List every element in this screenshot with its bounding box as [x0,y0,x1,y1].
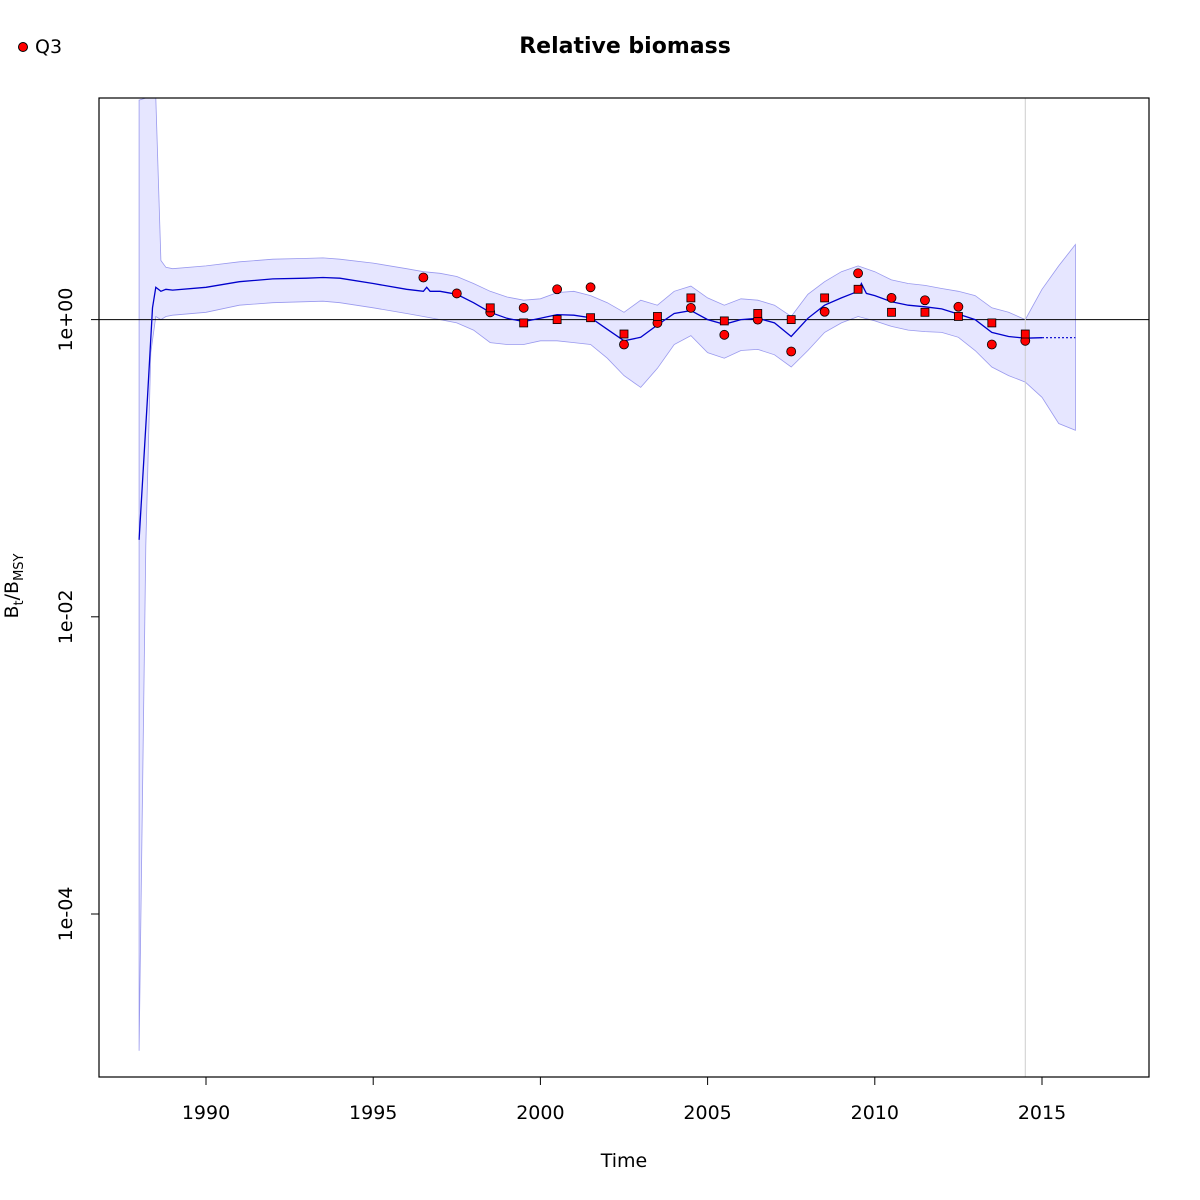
data-point-circle [953,301,964,312]
data-point-square [485,303,495,313]
biomass-estimate-line [138,276,1043,540]
data-point-square [619,329,629,339]
data-point-circle [819,306,830,317]
y-tick-label: 1e-02 [55,589,77,644]
data-point-square [953,312,963,321]
data-point-square [820,293,830,303]
data-point-square [519,318,529,328]
data-point-square [987,318,997,328]
data-point-circle [685,302,696,313]
data-point-square [552,315,562,325]
data-point-square [653,312,662,321]
data-point-circle [619,339,629,350]
y-axis-label-b2: B [1,580,24,594]
data-point-square [853,284,863,294]
y-axis-label-sub-t: t [11,600,27,606]
legend-label-q3: Q3 [35,36,63,58]
data-point-circle [451,288,462,299]
y-axis-label-b: B [1,605,24,619]
chart-title: Relative biomass [519,34,731,59]
x-axis-label: Time [600,1150,648,1172]
plot-area [99,97,1149,1077]
x-tick-label: 2005 [683,1102,731,1124]
x-tick-label: 2010 [851,1102,899,1124]
plot-frame [98,97,1150,1078]
x-tick-label: 1990 [182,1102,230,1124]
data-point-square [887,307,896,317]
x-tick-label: 2000 [516,1102,564,1124]
data-point-circle [986,339,997,350]
data-point-circle [853,268,863,279]
legend: Q3 [18,36,62,58]
data-point-square [753,309,763,318]
confidence-band [138,97,1076,1051]
data-point-square [586,313,595,323]
y-axis-label-sep: / [1,593,24,601]
data-point-circle [585,282,596,293]
y-tick-label: 1e-04 [55,887,77,942]
data-point-square [786,315,796,325]
y-axis-label: Bt/BMSY [1,553,27,618]
y-tick-label: 1e+00 [55,288,77,352]
y-axis-label-sub-msy: MSY [11,553,27,581]
axes: 1990 1995 2000 2005 2010 2015 1e+00 1e-02 1e-04 [55,288,1066,1124]
x-tick-label: 2015 [1018,1102,1066,1124]
data-point-circle [786,346,797,357]
data-point-circle [920,295,930,306]
data-point-circle [518,302,529,313]
data-point-circle [719,329,730,340]
data-point-square [686,293,696,303]
data-point-circle [418,272,429,283]
legend-marker-q3 [18,42,28,52]
data-point-circle [552,284,563,295]
data-point-square [920,307,930,317]
x-tick-label: 1995 [349,1102,397,1124]
data-point-square [1020,329,1030,339]
data-point-circle [886,292,897,303]
data-point-square [719,316,729,326]
